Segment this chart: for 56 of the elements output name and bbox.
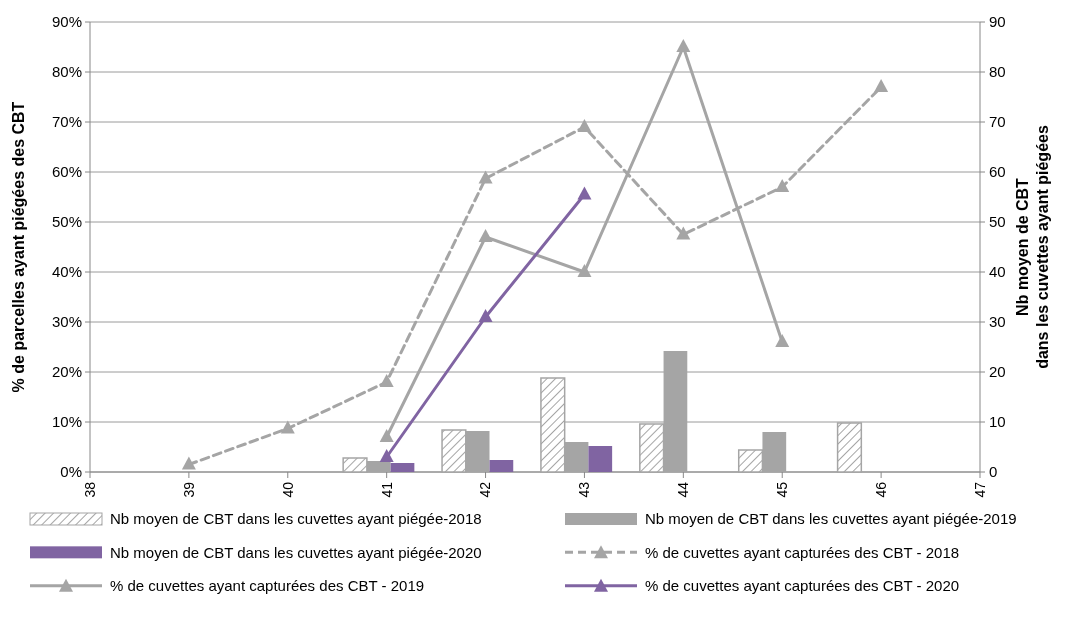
legend-label: % de cuvettes ayant capturées des CBT - 2018 (645, 543, 960, 561)
y-tick-label: 90% (51, 13, 82, 31)
y-tick-label: 70% (51, 113, 82, 131)
point (775, 179, 790, 192)
point (676, 39, 691, 52)
legend-label: Nb moyen de CBT dans les cuvettes ayant piégée-2020 (110, 543, 482, 561)
y2-tick-label: 0 (989, 463, 998, 481)
x-tick-label: 40 (279, 481, 296, 498)
y2-tick-label: 10 (989, 413, 1006, 431)
legend-label: Nb moyen de CBT dans les cuvettes ayant piégée-2018 (110, 510, 482, 528)
point (478, 170, 493, 184)
y2-tick-label: 50 (989, 213, 1006, 231)
point (577, 264, 592, 277)
y-tick-label: 60% (51, 163, 82, 181)
y-tick-label: 50% (51, 213, 82, 231)
x-tick-label: 43 (576, 481, 593, 498)
y-tick-label: 40% (51, 263, 82, 281)
point (874, 79, 889, 92)
x-tick-label: 39 (180, 481, 197, 498)
x-tick-label: 47 (971, 481, 988, 498)
point (676, 226, 691, 240)
point (379, 449, 394, 462)
y2-tick-label: 90 (989, 13, 1006, 31)
point (280, 420, 295, 434)
point (379, 374, 394, 387)
y2-tick-label: 20 (989, 363, 1006, 381)
bar (588, 446, 613, 472)
y2-tick-label: 40 (989, 263, 1006, 281)
y-tick-label: 30% (51, 313, 82, 331)
x-tick-label: 45 (774, 481, 791, 498)
y-tick-label: 10% (51, 413, 82, 431)
legend-label: Nb moyen de CBT dans les cuvettes ayant piégée-2019 (645, 510, 1017, 528)
x-tick-label: 38 (81, 481, 98, 498)
x-tick-label: 41 (378, 481, 395, 498)
y2-tick-label: 70 (989, 113, 1006, 131)
y2-tick-label: 80 (989, 63, 1006, 81)
point (775, 334, 790, 347)
bar (489, 460, 514, 472)
legend-label: % de cuvettes ayant capturées des CBT - 2019 (110, 576, 425, 594)
y2-tick-label: 60 (989, 163, 1006, 181)
point (478, 229, 493, 242)
y-tick-label: 20% (51, 363, 82, 381)
y2-tick-label: 30 (989, 313, 1006, 331)
legend-label: % de cuvettes ayant capturées des CBT - 2020 (645, 576, 960, 594)
x-tick-label: 44 (675, 481, 692, 498)
point (577, 186, 592, 200)
point (478, 309, 493, 322)
x-tick-label: 42 (477, 481, 494, 498)
point (379, 429, 394, 442)
y-tick-label: 80% (51, 63, 82, 81)
y-tick-label: 0% (60, 463, 82, 481)
y-axis-title: % de parcelles ayant piégées des CBT (10, 101, 27, 393)
y2-axis-title: Nb moyen de CBT dans les cuvettes ayant piégées (1014, 125, 1051, 369)
point (577, 119, 592, 132)
point (181, 456, 196, 470)
x-tick-label: 46 (873, 481, 890, 498)
